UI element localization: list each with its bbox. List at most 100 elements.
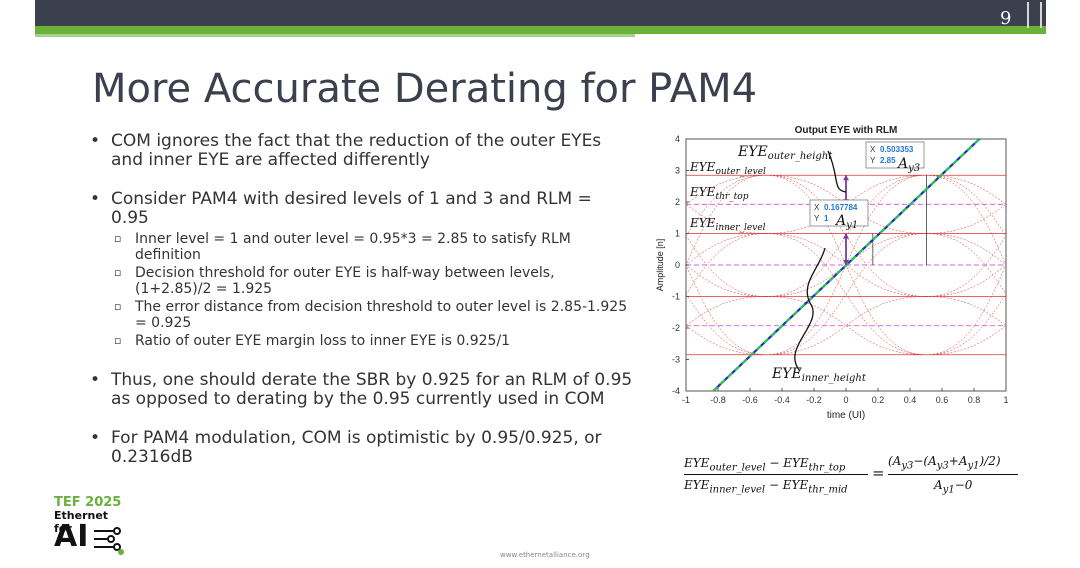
formula-term: −(A (913, 454, 937, 468)
formula-denominator: EYEinner_level − EYEthr_mid (684, 478, 848, 495)
datatip-outer-y-label: Y (870, 156, 876, 165)
eye-trace (686, 293, 767, 356)
datatip-inner-box (809, 199, 869, 227)
formula-term: (A (888, 454, 902, 468)
eye-trace (925, 204, 1006, 234)
eye-trace (686, 204, 767, 234)
formula-sub: y1 (942, 484, 955, 496)
eye-trace (765, 174, 927, 234)
fraction-bar (684, 474, 868, 475)
arrow-head (843, 260, 849, 265)
eye-trace (765, 233, 927, 356)
formula-sub: outer_level (709, 462, 766, 474)
eye-trace (686, 235, 767, 297)
pointer-curve (794, 247, 826, 372)
eye-trace (765, 296, 927, 356)
bullet-dot-icon: • (90, 131, 101, 151)
sub-bullet-text: The error distance from decision thresho… (135, 299, 628, 331)
formula-numerator: EYEouter_level − EYEthr_top (684, 456, 845, 473)
datatip-inner-y-value: 1 (824, 214, 829, 223)
datatip-inner-y-label: Y (814, 214, 820, 223)
datatip-outer-box (865, 141, 925, 169)
x-tick-label: 1 (1003, 395, 1008, 405)
equals-sign: = (872, 464, 885, 482)
bullet-text: COM ignores the fact that the reduction … (111, 131, 602, 170)
square-bullet-icon: ▫ (114, 300, 122, 313)
tef-logo: TEF 2025 Ethernet for AI (54, 495, 126, 557)
label-inner-height: EYEinner_height (771, 366, 867, 384)
x-tick-label: 0 (843, 395, 848, 405)
eye-trace (686, 174, 767, 205)
x-tick-label: 0.2 (872, 395, 885, 405)
y-tick-label: -4 (672, 386, 680, 396)
formula-sub: y1 (967, 460, 980, 472)
divider (1027, 2, 1029, 28)
bullet-text: Consider PAM4 with desired levels of 1 a… (111, 189, 592, 228)
formula-term: EYE (684, 456, 710, 470)
formula-sub: y3 (936, 460, 949, 472)
bullet-text: For PAM4 modulation, COM is optimistic b… (111, 428, 602, 467)
circuit-icon (94, 527, 124, 555)
eye-trace (925, 296, 1006, 326)
sub-bullet-item: ▫ Decision threshold for outer EYE is ha… (90, 265, 635, 297)
formula-term: EYE (684, 478, 710, 492)
sub-bullet-item: ▫ Inner level = 1 and outer level = 0.95… (90, 231, 635, 263)
x-tick-label: 0.4 (904, 395, 917, 405)
eye-trace (925, 325, 1006, 356)
bullet-dot-icon: • (90, 189, 101, 209)
x-tick-label: -1 (682, 395, 690, 405)
datatip-outer-y-value: 2.85 (880, 156, 896, 165)
y-tick-label: 4 (675, 134, 680, 144)
title-bar (35, 0, 1046, 26)
divider (1040, 2, 1042, 28)
y-tick-label: -2 (672, 323, 680, 333)
sub-bullet-text: Decision threshold for outer EYE is half… (135, 265, 555, 297)
x-tick-label: -0.8 (710, 395, 726, 405)
square-bullet-icon: ▫ (114, 266, 122, 279)
datatip-inner-x-value: 0.167784 (824, 203, 858, 212)
formula-sub: thr_top (808, 462, 846, 474)
formula-term: )/2) (979, 454, 1001, 468)
datatip-outer-x-value: 0.503353 (880, 145, 914, 154)
formula-sub: y3 (901, 460, 914, 472)
series-line-green (712, 139, 981, 391)
bullet-list: • COM ignores the fact that the reductio… (90, 132, 635, 467)
chart-title: Output EYE with RLM (795, 125, 898, 136)
label-thr-top: EYEthr_top (689, 185, 749, 202)
eye-trace (925, 174, 1006, 205)
x-tick-label: 0.6 (936, 395, 949, 405)
y-axis-label: Amplitude [n] (655, 239, 665, 292)
formula-sub: inner_level (709, 484, 766, 496)
formula-rhs-denominator: Ay1−0 (934, 478, 972, 495)
sub-bullet-item: ▫ The error distance from decision thres… (90, 299, 635, 331)
derating-formula: EYEouter_level − EYEthr_top EYEinner_lev… (684, 452, 1024, 498)
bullet-dot-icon: • (90, 428, 101, 448)
label-ay1: Ay1 (834, 213, 858, 231)
label-inner-level: EYEinner_level (689, 216, 766, 233)
y-tick-label: 2 (675, 197, 680, 207)
formula-term: − EYE (765, 456, 809, 470)
y-tick-label: 1 (675, 229, 680, 239)
y-tick-label: -1 (672, 292, 680, 302)
square-bullet-icon: ▫ (114, 232, 122, 245)
square-bullet-icon: ▫ (114, 334, 122, 347)
x-axis-label: time (UI) (827, 410, 865, 421)
eye-trace (686, 174, 767, 237)
y-tick-label: -3 (672, 355, 680, 365)
bullet-item: • Thus, one should derate the SBR by 0.9… (90, 371, 635, 409)
eye-trace (686, 296, 767, 326)
label-outer-height: EYEouter_height (737, 144, 833, 162)
formula-rhs-numerator: (Ay3−(Ay3+Ay1)/2) (888, 454, 1001, 471)
slide-number: 9 (1000, 8, 1012, 29)
formula-term: A (934, 478, 943, 492)
formula-term: −0 (954, 478, 973, 492)
eye-trace (686, 233, 767, 295)
pointer-curve (827, 150, 847, 193)
logo-line1: TEF 2025 (54, 495, 122, 510)
y-tick-label: 3 (675, 166, 680, 176)
formula-term: +A (948, 454, 968, 468)
accent-bar (35, 26, 1046, 34)
formula-term: − EYE (765, 478, 809, 492)
eye-diagram-chart: Output EYE with RLM -1 -0.8 -0.6 -0.4 -0.2 0 0.… (650, 118, 1030, 430)
x-tick-label: -0.4 (774, 395, 790, 405)
